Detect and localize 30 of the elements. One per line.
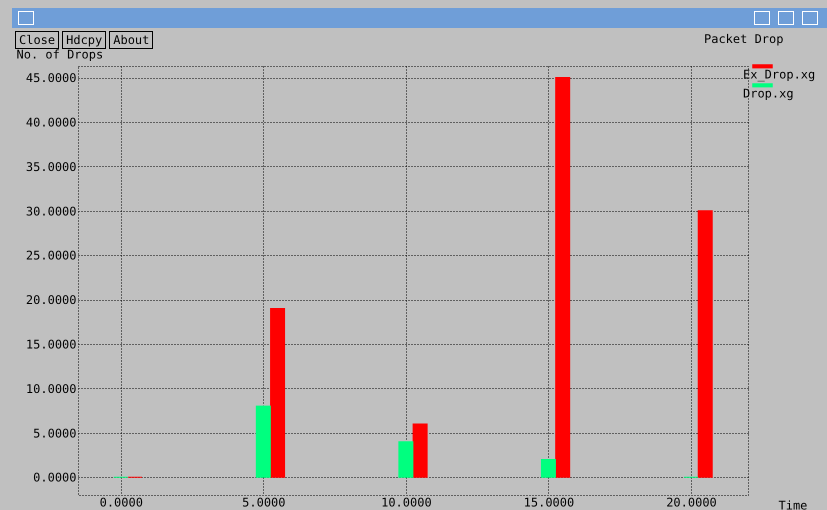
y-tick-label: 25.0000	[26, 248, 76, 263]
legend-label: Drop.xg	[743, 86, 794, 100]
bar	[555, 77, 570, 478]
bar	[270, 308, 286, 478]
y-tick-label: 20.0000	[26, 293, 76, 308]
y-tick-label: 15.0000	[26, 338, 76, 352]
legend-label: Ex_Drop.xg	[743, 68, 816, 82]
y-tick-label: 40.0000	[26, 115, 76, 130]
y-tick-label: 30.0000	[26, 204, 76, 218]
x-tick-label: 15.0000	[524, 496, 574, 510]
x-axis-title: Time	[778, 498, 808, 510]
y-tick-label: 10.0000	[26, 382, 76, 396]
bar	[412, 423, 428, 478]
x-tick-label: 0.0000	[100, 496, 143, 510]
bar	[540, 458, 556, 478]
x-tick-label: 10.0000	[381, 496, 432, 510]
x-tick-label: 20.0000	[666, 496, 717, 510]
y-axis-title: No. of Drops	[16, 48, 104, 62]
text: About	[109, 31, 154, 49]
y-tick-label: 0.0000	[33, 470, 76, 485]
bar	[398, 441, 414, 478]
y-tick-label: 35.0000	[26, 160, 76, 174]
chart-title: Packet Drop	[704, 32, 784, 46]
bar	[698, 210, 713, 478]
x-tick-label: 5.0000	[242, 496, 286, 510]
y-tick-label: 5.0000	[33, 426, 76, 440]
text: Hdcpy	[62, 31, 106, 49]
y-tick-label: 45.0000	[26, 71, 76, 86]
text: Close	[15, 31, 60, 49]
bar	[256, 406, 271, 478]
